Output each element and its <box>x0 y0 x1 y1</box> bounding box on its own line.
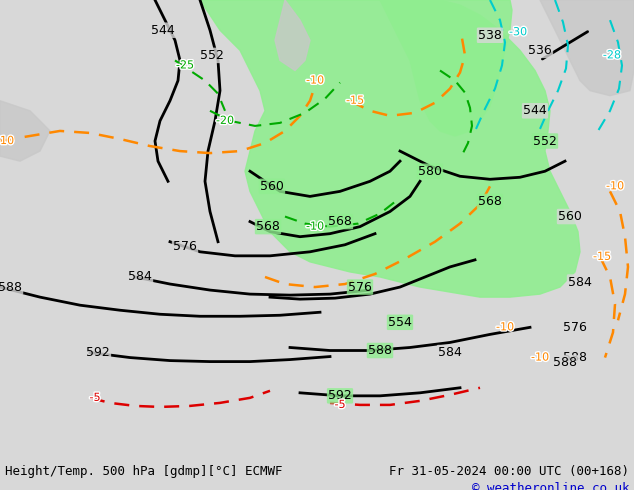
Text: 588: 588 <box>368 344 392 357</box>
Text: 568: 568 <box>328 215 352 228</box>
Text: © weatheronline.co.uk: © weatheronline.co.uk <box>472 482 629 490</box>
Text: -10: -10 <box>0 136 14 146</box>
Text: -10: -10 <box>531 353 549 363</box>
Text: -10: -10 <box>606 181 624 191</box>
Polygon shape <box>0 101 50 161</box>
Text: -20: -20 <box>216 116 234 126</box>
Text: -5: -5 <box>89 393 101 403</box>
Text: 584: 584 <box>568 275 592 289</box>
Text: 554: 554 <box>388 316 412 329</box>
Text: 584: 584 <box>128 270 152 284</box>
Text: 576: 576 <box>173 240 197 253</box>
Text: -30: -30 <box>509 27 527 37</box>
Text: 568: 568 <box>256 220 280 233</box>
Text: 552: 552 <box>533 135 557 147</box>
Text: 588: 588 <box>553 356 577 369</box>
Polygon shape <box>380 0 512 136</box>
Text: -10: -10 <box>496 322 514 332</box>
Polygon shape <box>275 0 310 71</box>
Text: 592: 592 <box>86 346 110 359</box>
Text: 538: 538 <box>478 29 502 42</box>
Text: 544: 544 <box>151 24 175 37</box>
Text: -28: -28 <box>603 50 621 60</box>
Text: 576: 576 <box>563 321 587 334</box>
Text: -15: -15 <box>346 96 364 106</box>
Text: Fr 31-05-2024 00:00 UTC (00+168): Fr 31-05-2024 00:00 UTC (00+168) <box>389 465 629 478</box>
Polygon shape <box>540 0 634 96</box>
Text: -10: -10 <box>306 221 324 232</box>
Text: 588: 588 <box>563 351 587 364</box>
Text: -10: -10 <box>306 75 324 86</box>
Text: -25: -25 <box>176 60 194 71</box>
Text: Height/Temp. 500 hPa [gdmp][°C] ECMWF: Height/Temp. 500 hPa [gdmp][°C] ECMWF <box>5 465 283 478</box>
Text: 576: 576 <box>348 281 372 294</box>
Text: -5: -5 <box>335 400 346 410</box>
Text: 584: 584 <box>438 346 462 359</box>
Text: 536: 536 <box>528 44 552 57</box>
Text: 588: 588 <box>0 281 22 294</box>
Text: 544: 544 <box>523 104 547 117</box>
Text: 580: 580 <box>418 165 442 178</box>
Text: 592: 592 <box>328 390 352 402</box>
Polygon shape <box>200 0 580 297</box>
Text: 568: 568 <box>478 195 502 208</box>
Text: 560: 560 <box>260 180 284 193</box>
Text: 560: 560 <box>558 210 582 223</box>
Text: 552: 552 <box>200 49 224 62</box>
Text: -15: -15 <box>593 252 611 262</box>
